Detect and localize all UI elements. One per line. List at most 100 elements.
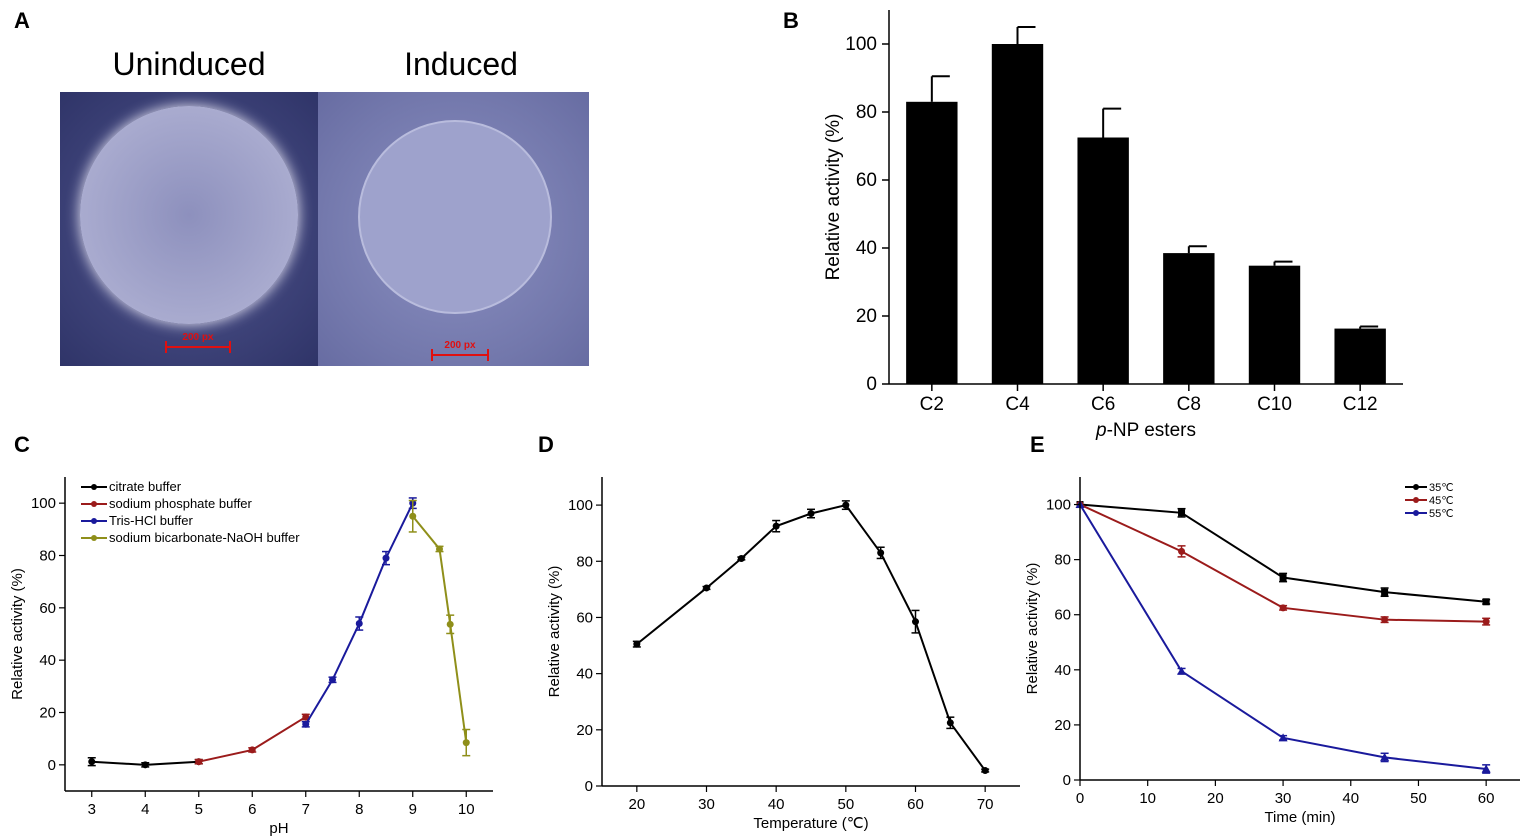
legend-label: sodium phosphate buffer xyxy=(109,496,253,511)
bar-C10 xyxy=(1248,265,1301,384)
legend-marker xyxy=(91,535,97,541)
data-point xyxy=(1278,733,1288,742)
x-tick-label: 60 xyxy=(907,796,924,813)
series-citrate buffer xyxy=(87,757,203,769)
data-point xyxy=(703,584,710,592)
y-axis-label: Relative activity (%) xyxy=(546,566,563,698)
y-tick-label: 40 xyxy=(856,238,877,259)
data-point xyxy=(737,554,745,562)
y-tick-label: 100 xyxy=(31,495,56,512)
bar-C6 xyxy=(1077,137,1129,384)
scale-bar: 200 px xyxy=(165,332,231,353)
panel-label-e: E xyxy=(1030,432,1045,457)
x-tick-label: 3 xyxy=(88,801,96,818)
x-tick-label: 10 xyxy=(458,801,475,818)
y-axis-label: Relative activity (%) xyxy=(1024,563,1041,695)
x-tick-label: 4 xyxy=(141,801,149,818)
series-Tris-HCl buffer xyxy=(301,497,417,728)
y-tick-label: 20 xyxy=(1054,717,1071,734)
series-line xyxy=(411,515,468,743)
x-tick-label: C10 xyxy=(1257,394,1292,415)
legend-label: Tris-HCl buffer xyxy=(109,513,193,528)
data-point xyxy=(302,713,310,721)
x-tick-label: C8 xyxy=(1177,394,1201,415)
series-line xyxy=(198,716,307,763)
data-point xyxy=(382,554,390,562)
x-tick-label: 10 xyxy=(1139,790,1156,807)
data-point xyxy=(912,618,919,626)
y-tick-label: 100 xyxy=(1046,497,1071,514)
chart-B: C2 C4 C6 C8 C10 C12 0 20 40 60 80 100 p-NP esters Rel… xyxy=(823,10,1403,441)
legend-marker xyxy=(1413,510,1419,516)
y-tick-label: 80 xyxy=(1054,552,1071,569)
bar-C8 xyxy=(1163,253,1215,384)
y-tick-label: 0 xyxy=(1063,772,1071,789)
induced-title: Induced xyxy=(404,46,518,82)
x-tick-label: 9 xyxy=(409,801,417,818)
series-line xyxy=(304,502,414,725)
x-axis-label: pH xyxy=(269,820,288,837)
data-point xyxy=(877,549,885,557)
x-axis-label: Temperature (℃) xyxy=(753,815,868,832)
x-tick-label: C4 xyxy=(1005,394,1030,415)
series-line xyxy=(1079,504,1487,770)
y-axis-label: Relative activity (%) xyxy=(9,568,26,700)
y-tick-label: 20 xyxy=(39,705,56,722)
series-line xyxy=(1079,503,1487,603)
y-tick-label: 40 xyxy=(1054,662,1071,679)
x-tick-label: 60 xyxy=(1478,790,1495,807)
x-tick-label: 8 xyxy=(355,801,363,818)
x-tick-label: 30 xyxy=(698,796,715,813)
y-tick-label: 60 xyxy=(856,170,877,191)
colony xyxy=(358,120,552,314)
x-tick-label: 30 xyxy=(1275,790,1292,807)
y-tick-label: 0 xyxy=(48,757,56,774)
y-tick-label: 40 xyxy=(39,652,56,669)
data-point xyxy=(1178,547,1186,555)
panel-label-d: D xyxy=(538,432,554,457)
x-axis-label: p-NP esters xyxy=(1095,420,1196,441)
y-tick-label: 60 xyxy=(1054,607,1071,624)
data-point xyxy=(1482,598,1490,606)
data-point xyxy=(1279,604,1287,612)
data-point xyxy=(633,640,641,648)
data-point xyxy=(409,512,417,520)
legend-label: 55℃ xyxy=(1429,508,1454,520)
series-temperature xyxy=(632,500,990,775)
legend-label: citrate buffer xyxy=(109,479,182,494)
data-point xyxy=(1381,616,1389,624)
data-point xyxy=(807,510,815,518)
x-tick-label: C2 xyxy=(920,394,944,415)
panel-label-b: B xyxy=(783,8,799,33)
data-point xyxy=(195,758,203,766)
bar-C4 xyxy=(991,44,1044,384)
data-point xyxy=(1279,574,1287,582)
x-tick-label: 40 xyxy=(1342,790,1359,807)
x-axis-label: Time (min) xyxy=(1264,809,1335,826)
x-tick-label: 50 xyxy=(1410,790,1427,807)
x-tick-label: 7 xyxy=(302,801,310,818)
y-tick-label: 20 xyxy=(856,306,877,327)
bar-C12 xyxy=(1334,328,1386,384)
data-point xyxy=(248,746,256,754)
series-sodium bicarbonate-NaOH buffer xyxy=(408,499,471,757)
panel-label-a: A xyxy=(14,8,30,33)
series-sodium phosphate buffer xyxy=(194,713,310,766)
legend-marker xyxy=(1413,484,1419,490)
data-point xyxy=(462,739,470,747)
x-tick-label: 5 xyxy=(195,801,203,818)
legend-marker xyxy=(91,501,97,507)
uninduced-photo: 200 px xyxy=(60,92,318,366)
data-point xyxy=(1481,764,1491,773)
data-point xyxy=(1380,752,1390,761)
x-tick-label: 20 xyxy=(628,796,645,813)
data-point xyxy=(1381,588,1389,596)
y-tick-label: 40 xyxy=(576,666,593,683)
y-tick-label: 0 xyxy=(585,778,593,795)
y-tick-label: 80 xyxy=(39,548,56,565)
y-tick-label: 100 xyxy=(845,34,877,55)
data-point xyxy=(88,758,96,766)
legend-marker xyxy=(91,518,97,524)
